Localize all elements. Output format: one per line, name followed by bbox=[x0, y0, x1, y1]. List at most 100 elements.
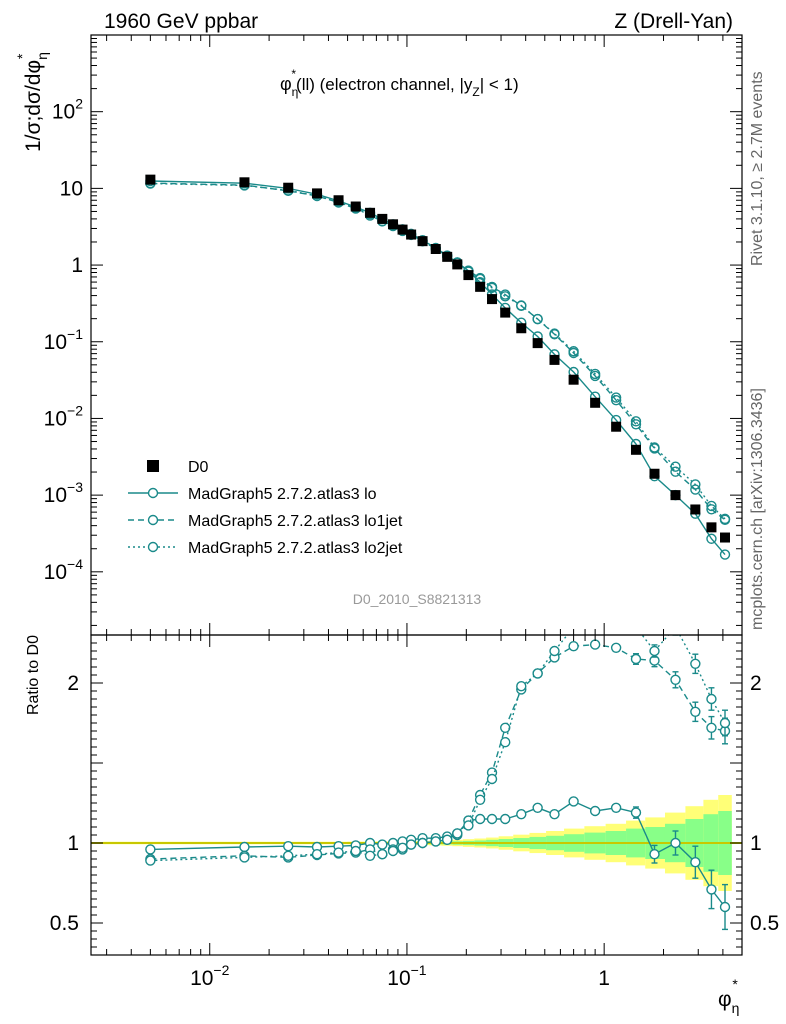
ratio-point-series-1 bbox=[630, 807, 642, 818]
top-point-series-3 bbox=[532, 313, 543, 325]
top-point-series-1 bbox=[706, 533, 717, 544]
ratio-point-series-3 bbox=[719, 717, 731, 729]
data-point bbox=[611, 421, 622, 432]
y-tick-label-top: 102 bbox=[52, 96, 83, 124]
ratio-point-series-3 bbox=[486, 773, 498, 785]
ratio-point-series-3 bbox=[649, 645, 660, 657]
analysis-label: D0_2010_S8821313 bbox=[353, 591, 482, 607]
y-tick-label-base: 1 bbox=[71, 254, 83, 277]
ratio-point-series-3 bbox=[474, 794, 486, 805]
x-label-main: φ bbox=[718, 988, 732, 1011]
legend-item: D0 bbox=[147, 459, 209, 476]
ratio-point-series-3 bbox=[452, 828, 463, 839]
data-point bbox=[463, 270, 474, 281]
y-tick-label-exp: −1 bbox=[67, 326, 83, 342]
data-point bbox=[239, 177, 250, 188]
x-tick-label-base: 10 bbox=[387, 967, 410, 990]
y-tick-label-exp: 2 bbox=[75, 96, 83, 112]
ratio-point-series-3 bbox=[333, 847, 344, 858]
data-point bbox=[430, 243, 441, 254]
legend-label: MadGraph5 2.7.2.atlas3 lo1jet bbox=[188, 513, 403, 530]
ratio-point-series-3 bbox=[239, 852, 250, 863]
data-point bbox=[500, 307, 511, 318]
data-point bbox=[590, 397, 601, 408]
y-axis-label-bottom: Ratio to D0 bbox=[25, 635, 42, 715]
legend-label: D0 bbox=[188, 459, 209, 476]
x-tick-label: 10−2 bbox=[190, 962, 230, 990]
ratio-point-series-2 bbox=[589, 639, 601, 650]
ratio-point-series-2 bbox=[706, 722, 717, 733]
ratio-point-series-3 bbox=[405, 839, 417, 850]
y-tick-label-base: 10 bbox=[60, 177, 83, 200]
x-tick-label-base: 10 bbox=[190, 967, 213, 990]
ratio-point-series-3 bbox=[430, 836, 441, 847]
ratio-point-series-2 bbox=[500, 722, 511, 733]
y-label-top-sub: η bbox=[34, 52, 50, 60]
main-title-sup: * bbox=[291, 67, 296, 81]
data-point bbox=[516, 323, 527, 334]
top-point-series-3 bbox=[516, 300, 527, 311]
ratio-point-series-3 bbox=[441, 834, 453, 845]
data-point bbox=[333, 195, 344, 206]
ratio-point-series-1 bbox=[377, 839, 388, 850]
data-point bbox=[452, 259, 463, 270]
side-top-label: Rivet 3.1.10, ≥ 2.7M events bbox=[749, 71, 766, 266]
top-point-series-3 bbox=[706, 500, 717, 512]
data-point bbox=[487, 294, 498, 305]
ratio-point-series-1 bbox=[516, 809, 527, 820]
data-point bbox=[690, 504, 701, 515]
ratio-series bbox=[145, 615, 731, 931]
y-tick-label-top: 1 bbox=[71, 254, 83, 277]
ratio-point-series-3 bbox=[387, 845, 399, 857]
main-title: φη *(ll) (electron channel, |yZ| < 1) bbox=[280, 67, 519, 99]
ratio-point-series-1 bbox=[690, 857, 701, 868]
data-point bbox=[397, 224, 408, 235]
main-title-sub: η bbox=[292, 85, 299, 99]
ratio-point-series-1 bbox=[706, 884, 717, 895]
x-tick-label-base: 1 bbox=[598, 967, 610, 990]
y-tick-label-bottom-right: 1 bbox=[750, 832, 762, 855]
ratio-point-series-1 bbox=[589, 805, 601, 817]
header-right: Z (Drell-Yan) bbox=[614, 10, 733, 33]
ratio-point-series-3 bbox=[591, 618, 600, 627]
header-left: 1960 GeV ppbar bbox=[104, 10, 258, 33]
ratio-point-series-3 bbox=[145, 855, 156, 866]
top-point-series-3 bbox=[589, 368, 601, 380]
ratio-point-series-3 bbox=[397, 842, 408, 853]
ratio-point-series-3 bbox=[500, 737, 511, 748]
ratio-point-series-3 bbox=[612, 615, 621, 624]
ratio-point-series-3 bbox=[631, 623, 640, 632]
y-label-top-main: 1/σ;dσ/dφ bbox=[22, 60, 45, 152]
ratio-point-series-1 bbox=[568, 796, 579, 807]
ratio-point-series-1 bbox=[283, 841, 294, 852]
y-tick-label-top: 10−3 bbox=[44, 479, 84, 507]
top-point-series-2 bbox=[706, 504, 717, 515]
y-tick-label-top: 10−1 bbox=[44, 326, 84, 354]
main-title-sub2: Z bbox=[472, 85, 479, 99]
y-label-top-sup: * bbox=[14, 53, 30, 59]
y-axis-label-top: 1/σ;dσ/dφη * bbox=[14, 52, 50, 152]
ratio-point-series-3 bbox=[311, 849, 323, 860]
ratio-point-series-1 bbox=[532, 802, 543, 813]
uncertainty-bands bbox=[91, 795, 742, 891]
svg-text:1/σ;dσ/dφη*: 1/σ;dσ/dφη * bbox=[14, 52, 50, 152]
legend-item: MadGraph5 2.7.2.atlas3 lo bbox=[128, 486, 377, 503]
ratio-point-series-3 bbox=[350, 845, 361, 857]
side-bottom-label: mcplots.cern.ch [arXiv:1306.3436] bbox=[749, 388, 766, 630]
legend-label: MadGraph5 2.7.2.atlas3 lo2jet bbox=[188, 540, 403, 557]
ratio-point-series-1 bbox=[649, 849, 660, 860]
y-tick-label-base: 10 bbox=[44, 407, 67, 430]
ratio-point-series-3 bbox=[463, 820, 474, 831]
top-point-series-3 bbox=[500, 291, 511, 302]
y-tick-label-top: 10−2 bbox=[44, 402, 84, 430]
top-point-series-1 bbox=[719, 549, 731, 560]
ratio-point-series-1 bbox=[145, 844, 156, 855]
legend-marker bbox=[147, 541, 159, 553]
legend-item: MadGraph5 2.7.2.atlas3 lo2jet bbox=[128, 540, 403, 557]
x-tick-label: 10−1 bbox=[387, 962, 427, 990]
data-point bbox=[630, 444, 641, 455]
ratio-point-series-3 bbox=[283, 850, 294, 861]
data-point bbox=[377, 213, 388, 224]
data-point bbox=[568, 374, 579, 385]
